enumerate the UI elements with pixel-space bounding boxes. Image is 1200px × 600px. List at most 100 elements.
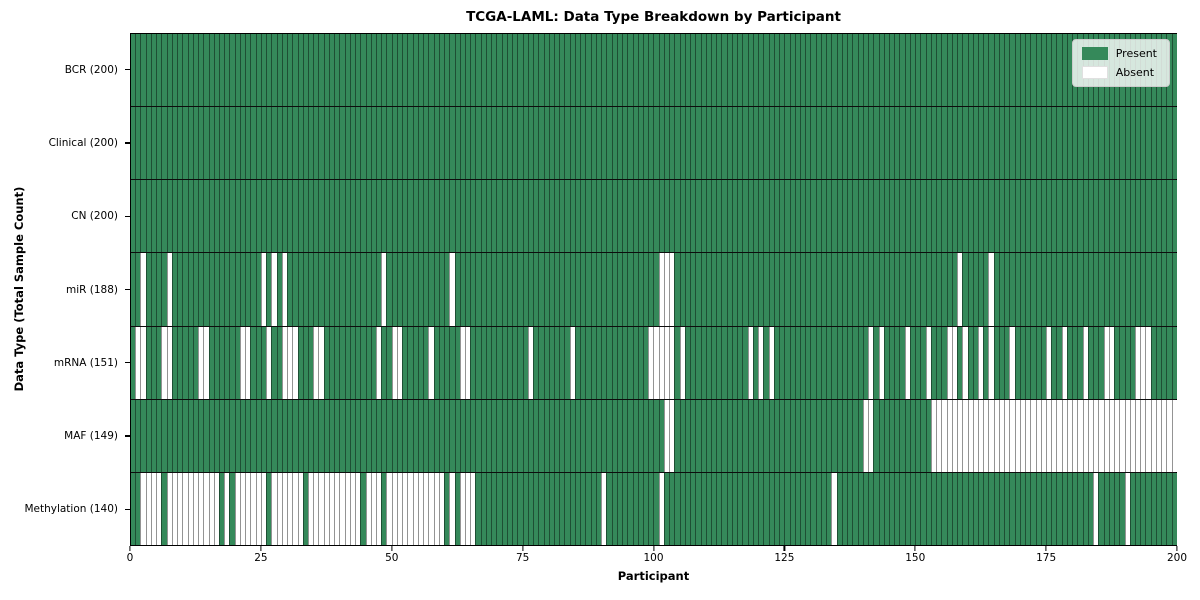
heatmap-cell [302,180,308,253]
heatmap-cell [820,399,827,472]
heatmap-cell [622,180,628,253]
heatmap-cell [381,107,387,180]
heatmap-cell [564,326,570,399]
heatmap-cell [1166,472,1172,545]
heatmap-cell [962,399,968,472]
heatmap-cell [752,180,759,253]
heatmap-cell [533,34,539,107]
heatmap-cell [428,180,434,253]
y-tick-mark [125,142,130,144]
heatmap-cell [648,253,654,326]
heatmap-cell [1066,253,1073,326]
heatmap-cell [292,180,298,253]
x-tick-mark [783,546,785,551]
heatmap-cell [459,472,465,545]
heatmap-cell [758,107,764,180]
heatmap-cell [684,472,691,545]
heatmap-cell [648,34,654,107]
heatmap-cell [574,399,581,472]
heatmap-cell [936,472,942,545]
heatmap-cell [915,472,921,545]
y-tick-label-maf: MAF (149) [64,430,118,443]
heatmap-cell [580,107,586,180]
heatmap-cell [1166,180,1172,253]
heatmap-cell [721,472,727,545]
heatmap-cell [533,107,539,180]
heatmap-cell [454,34,460,107]
heatmap-cell [836,472,842,545]
heatmap-cell [1087,326,1094,399]
heatmap-cell [815,34,821,107]
heatmap-cell [930,472,937,545]
heatmap-cell [454,180,460,253]
heatmap-cell [742,399,748,472]
heatmap-cell [726,253,732,326]
heatmap-cell [925,34,931,107]
heatmap-cell [150,253,157,326]
heatmap-cell [344,180,350,253]
heatmap-cell [349,253,356,326]
heatmap-cell [234,34,240,107]
heatmap-cell [1114,180,1120,253]
heatmap-cell [135,34,141,107]
heatmap-cell [396,399,403,472]
heatmap-cell [763,34,769,107]
heatmap-cell [888,34,895,107]
heatmap-cell [276,180,282,253]
heatmap-cell [977,399,984,472]
heatmap-cell [255,253,261,326]
heatmap-cell [794,180,800,253]
heatmap-cell [988,326,994,399]
heatmap-cell [444,107,450,180]
heatmap-cell [1009,326,1015,399]
heatmap-cell [873,34,879,107]
y-tick-mark [125,362,130,364]
heatmap-cell [297,253,303,326]
heatmap-cell [983,180,989,253]
heatmap-cell [1061,107,1067,180]
heatmap-cell [1066,34,1073,107]
heatmap-cell [171,326,178,399]
heatmap-cell [423,399,429,472]
heatmap-cell [768,472,774,545]
heatmap-cell [925,253,931,326]
heatmap-cell [580,34,586,107]
heatmap-cell [1030,34,1036,107]
heatmap-cell [574,107,581,180]
heatmap-cell [365,253,371,326]
heatmap-cell [1150,399,1156,472]
heatmap-cell [198,180,204,253]
heatmap-cell [553,180,560,253]
heatmap-cell [302,107,308,180]
heatmap-cell [1009,34,1015,107]
heatmap-cell [1166,399,1172,472]
heatmap-cell [1066,180,1073,253]
heatmap-cell [637,399,643,472]
heatmap-cell [156,472,162,545]
heatmap-cell [998,180,1005,253]
heatmap-cell [627,34,633,107]
heatmap-cell [805,326,811,399]
heatmap-cell [904,472,910,545]
heatmap-row-maf [131,398,1177,472]
heatmap-cell [1093,180,1099,253]
heatmap-cell [915,34,921,107]
heatmap-cell [187,326,193,399]
heatmap-cell [208,180,214,253]
heatmap-cell [779,107,785,180]
heatmap-cell [972,399,978,472]
heatmap-cell [716,253,722,326]
heatmap-cell [150,180,157,253]
heatmap-cell [543,34,549,107]
heatmap-cell [177,34,183,107]
heatmap-cell [826,399,832,472]
heatmap-cell [616,34,623,107]
heatmap-cell [140,34,146,107]
heatmap-cell [679,107,685,180]
heatmap-cell [878,107,884,180]
heatmap-cell [957,399,963,472]
heatmap-cell [779,253,785,326]
heatmap-cell [972,180,978,253]
heatmap-cell [1108,326,1115,399]
heatmap-cell [857,107,863,180]
